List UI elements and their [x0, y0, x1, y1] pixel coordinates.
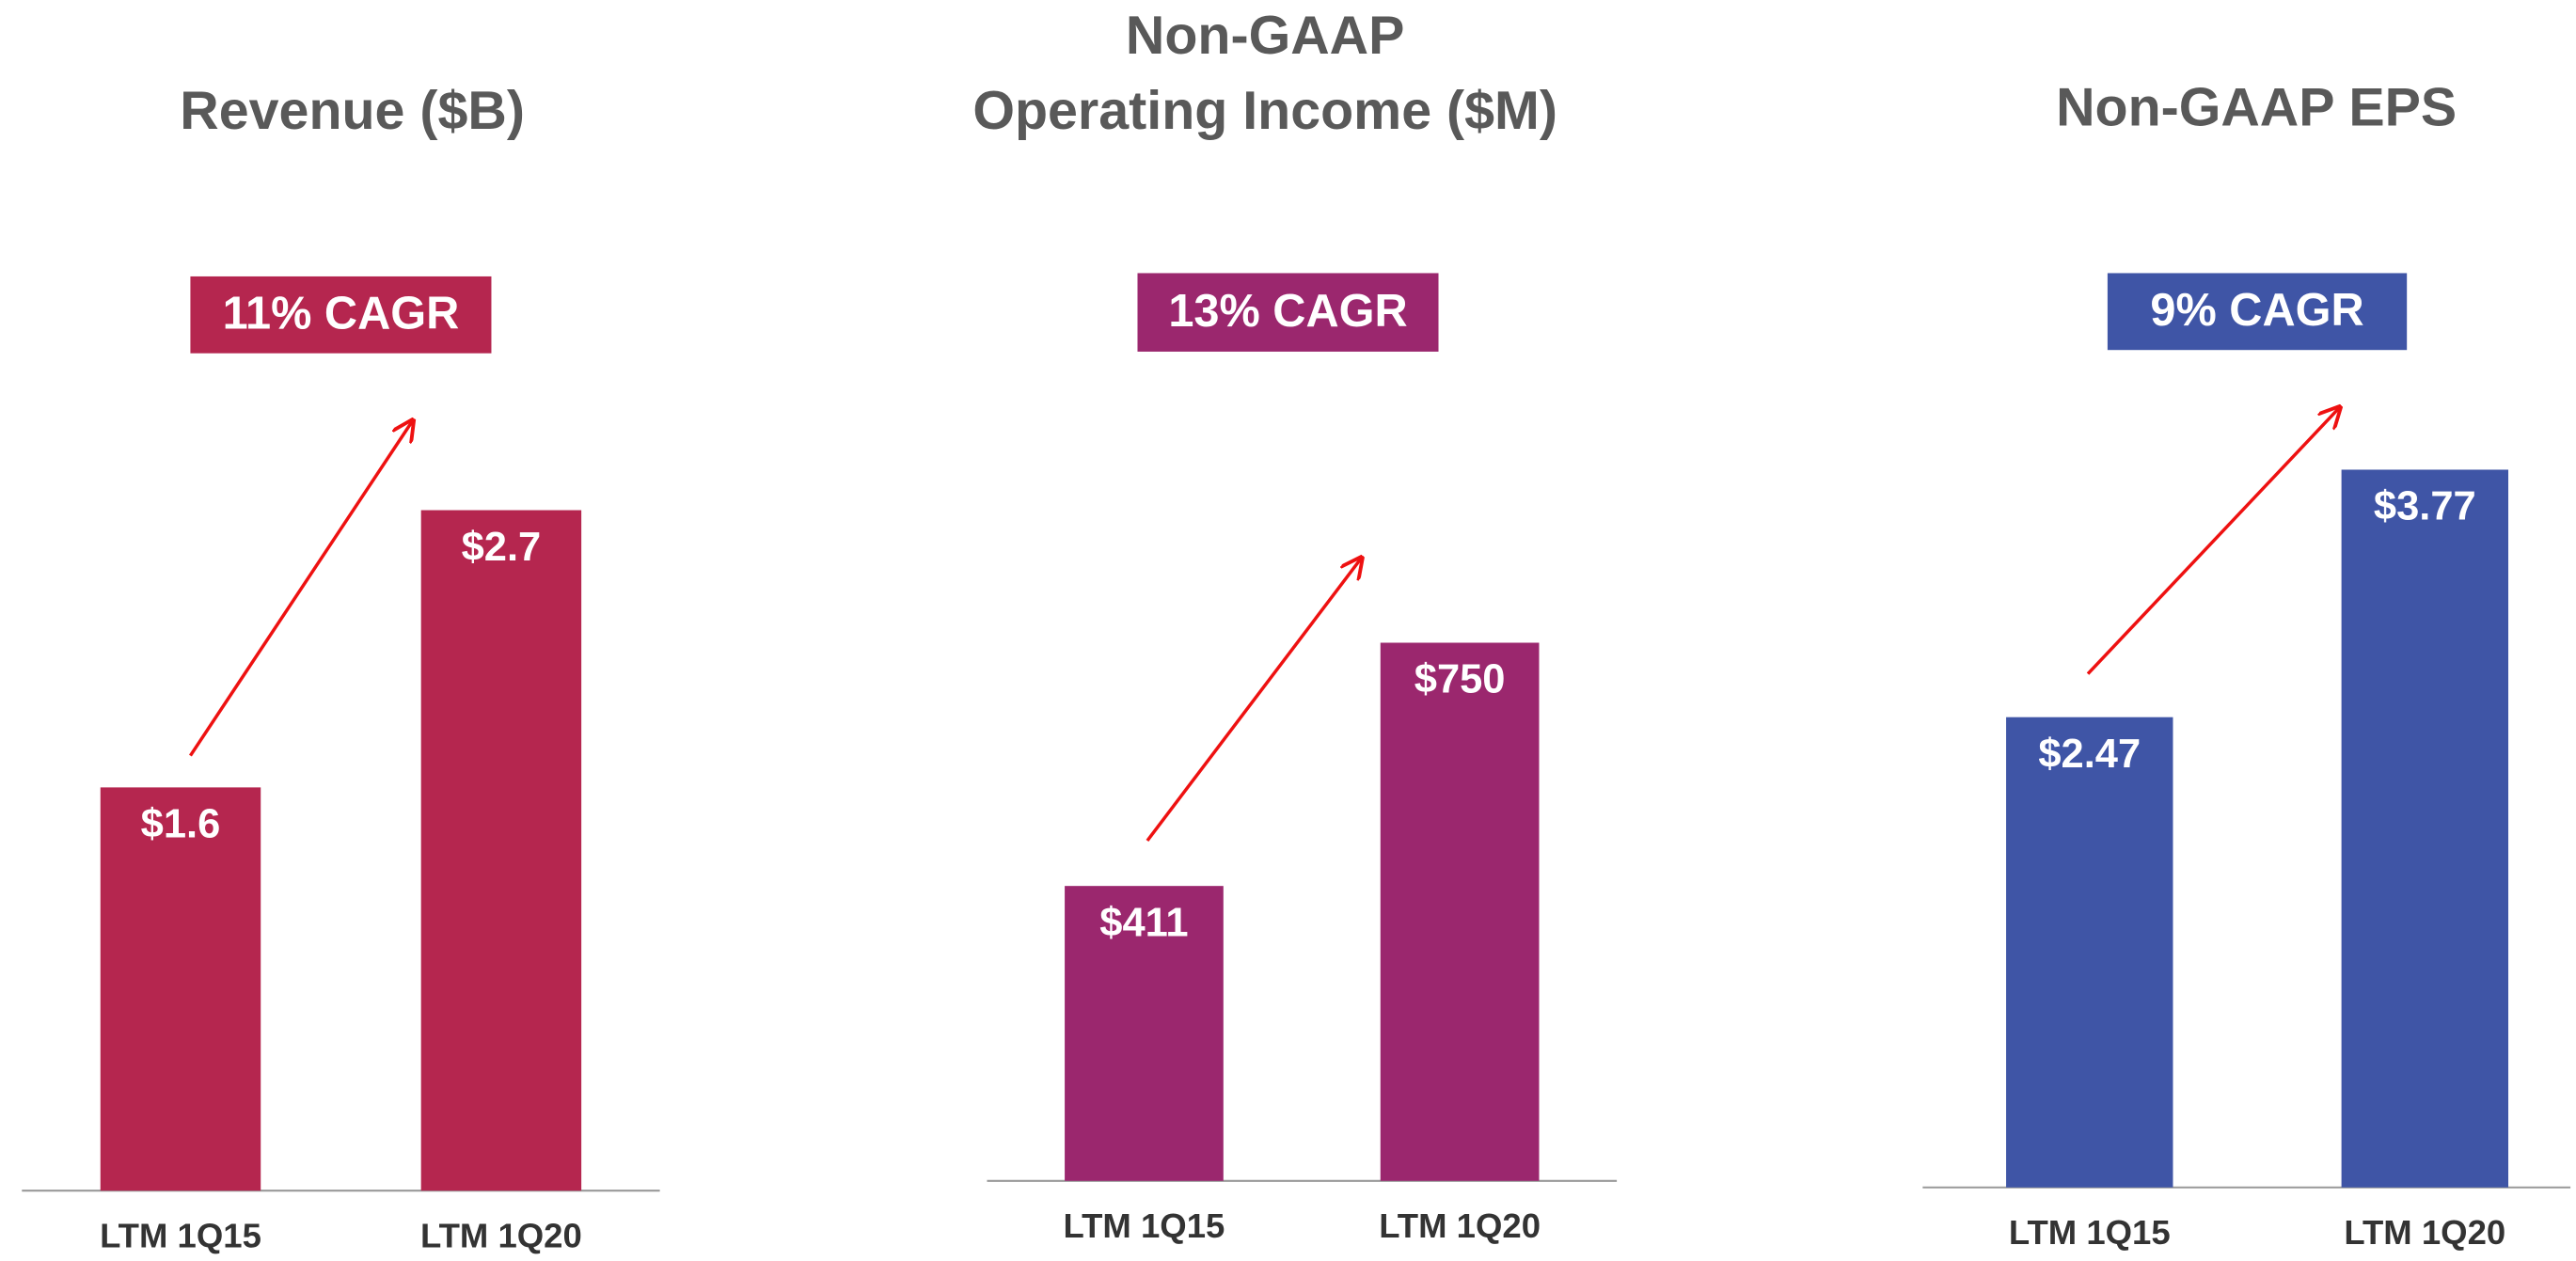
- chart-title: Non-GAAP EPS: [2056, 77, 2457, 137]
- trend-arrow: [1146, 558, 1362, 843]
- value-label: $2.47: [2038, 732, 2141, 777]
- bar: [420, 510, 582, 1191]
- trend-arrow: [2086, 407, 2340, 675]
- x-tick-label: LTM 1Q15: [2009, 1213, 2171, 1252]
- bar: [2006, 717, 2173, 1188]
- bar: [1380, 642, 1540, 1181]
- x-tick-label: LTM 1Q20: [1379, 1206, 1541, 1245]
- x-tick-label: LTM 1Q15: [100, 1216, 261, 1254]
- bar: [1065, 886, 1224, 1181]
- value-label: $3.77: [2374, 484, 2476, 529]
- x-tick-label: LTM 1Q15: [1064, 1206, 1225, 1245]
- annotation-box: [190, 276, 492, 354]
- bar: [2341, 469, 2509, 1188]
- chart-title: Operating Income ($M): [972, 81, 1557, 141]
- value-label: $2.7: [462, 525, 542, 570]
- value-label: $1.6: [141, 802, 221, 847]
- chart-title: Revenue ($B): [180, 81, 525, 141]
- trend-arrow: [188, 420, 413, 757]
- annotation-box: [1137, 273, 1439, 352]
- x-tick-label: LTM 1Q20: [2344, 1213, 2505, 1252]
- annotation: 13% CAGR: [1168, 286, 1407, 337]
- annotation: 9% CAGR: [2150, 285, 2363, 336]
- annotation: 11% CAGR: [223, 288, 460, 339]
- annotation-box: [2107, 273, 2408, 351]
- x-tick-label: LTM 1Q20: [420, 1216, 582, 1254]
- chart-title: Non-GAAP: [1126, 6, 1404, 66]
- value-label: $411: [1099, 900, 1188, 945]
- bar: [100, 787, 261, 1191]
- value-label: $750: [1414, 657, 1506, 702]
